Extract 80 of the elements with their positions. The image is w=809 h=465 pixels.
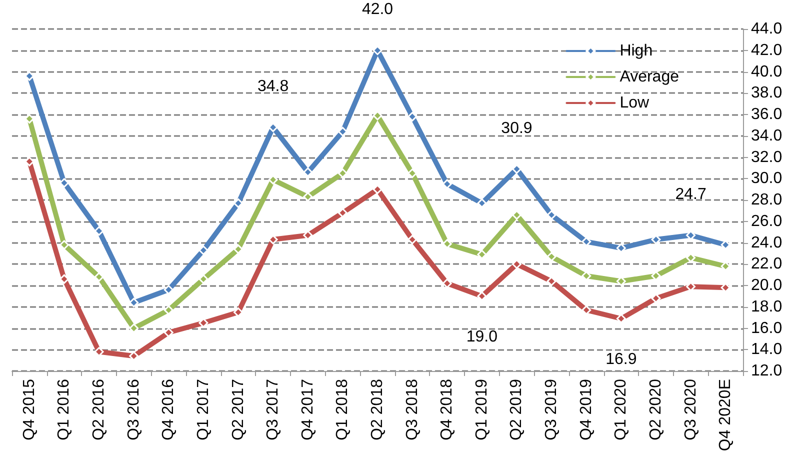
data-label: 24.7 — [675, 186, 706, 204]
y-tick-label: 42.0 — [751, 42, 782, 59]
x-tick-label: Q3 2016 — [125, 378, 142, 440]
point — [303, 167, 313, 177]
x-tick-label: Q4 2019 — [578, 378, 595, 440]
point — [164, 328, 174, 338]
point — [303, 192, 313, 202]
y-tick-label: 18.0 — [751, 298, 782, 316]
point — [546, 210, 556, 220]
x-tick-label: Q1 2016 — [56, 378, 73, 440]
point — [582, 305, 592, 315]
y-tick-label: 38.0 — [751, 84, 782, 102]
data-label: 19.0 — [466, 328, 498, 346]
point — [164, 305, 174, 315]
point — [546, 276, 556, 286]
point — [442, 179, 452, 189]
y-tick-label: 24.0 — [751, 234, 782, 252]
y-tick-label: 44.0 — [751, 20, 782, 38]
x-tick-label: Q1 2017 — [194, 378, 212, 440]
x-tick-label: Q3 2020 — [682, 378, 700, 440]
x-tick-label: Q3 2018 — [404, 378, 421, 440]
y-tick-label: 40.0 — [751, 63, 782, 80]
point — [616, 243, 626, 253]
point — [94, 272, 104, 282]
x-tick-label: Q3 2017 — [264, 378, 282, 440]
point — [582, 236, 592, 246]
x-tick-label: Q2 2019 — [508, 378, 526, 440]
point — [616, 314, 626, 324]
point — [234, 244, 244, 254]
x-tick-label: Q1 2019 — [473, 378, 490, 440]
point — [198, 245, 208, 255]
point — [338, 208, 348, 218]
y-tick-label: 30.0 — [751, 170, 782, 188]
point — [408, 112, 418, 122]
data-label: 34.8 — [258, 78, 289, 96]
point — [651, 294, 661, 304]
point — [198, 274, 208, 284]
x-tick-label: Q1 2018 — [334, 378, 352, 440]
y-tick-label: 28.0 — [751, 192, 782, 208]
y-tick-label: 26.0 — [751, 212, 782, 230]
y-tick-label: 14.0 — [751, 341, 782, 358]
y-tick-label: 20.0 — [751, 277, 782, 294]
x-tick-label: Q4 2017 — [299, 378, 316, 440]
point — [408, 168, 418, 178]
point — [546, 252, 556, 262]
legend-label: Average — [620, 68, 680, 86]
point — [442, 278, 452, 288]
point — [338, 168, 348, 178]
point — [234, 198, 244, 208]
y-tick-label: 22.0 — [751, 256, 782, 273]
point — [477, 198, 487, 208]
x-tick-label: Q2 2020 — [647, 378, 664, 440]
x-tick-label: Q4 2016 — [160, 378, 178, 440]
x-tick-label: Q2 2017 — [230, 378, 247, 440]
legend-label: Low — [620, 94, 650, 112]
point — [24, 71, 34, 81]
point — [94, 226, 104, 236]
point — [59, 240, 69, 250]
x-tick-label: Q3 2019 — [543, 378, 560, 440]
point — [129, 324, 139, 333]
point — [234, 307, 244, 317]
x-tick-label: Q4 2015 — [20, 378, 38, 440]
x-tick-label: Q4 2018 — [438, 378, 456, 440]
legend-label: High — [620, 42, 653, 60]
point — [408, 234, 418, 244]
x-tick-label: Q2 2018 — [369, 378, 386, 440]
y-tick-label: 34.0 — [751, 127, 782, 144]
x-tick-label: Q1 2020 — [612, 378, 630, 440]
point — [477, 291, 487, 301]
y-tick-label: 12.0 — [751, 362, 782, 380]
y-tick-label: 16.0 — [751, 320, 782, 337]
data-label: 16.9 — [606, 350, 637, 368]
point — [129, 298, 139, 308]
x-tick-label: Q4 2020E — [717, 379, 734, 452]
y-tick-label: 36.0 — [751, 106, 782, 123]
y-tick-label: 32.0 — [751, 148, 782, 166]
point — [338, 126, 348, 136]
x-tick-label: Q2 2016 — [90, 378, 108, 440]
data-label: 30.9 — [501, 120, 532, 137]
data-label: 42.0 — [362, 1, 394, 18]
